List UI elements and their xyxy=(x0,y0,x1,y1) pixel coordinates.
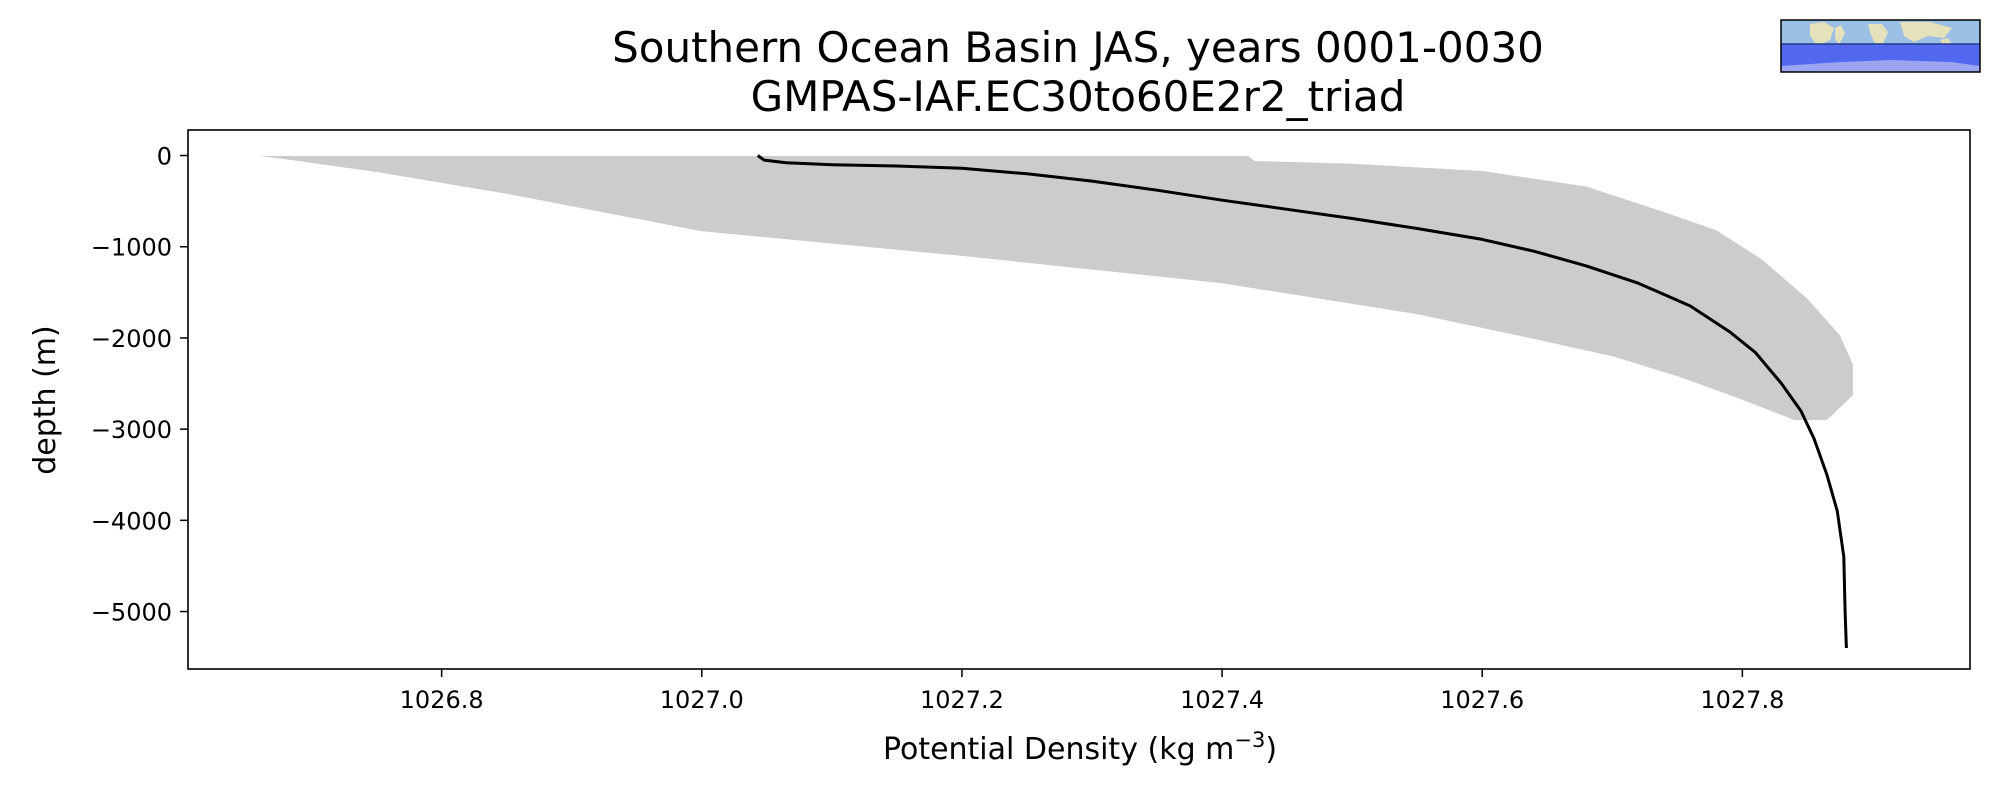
y-tick-label: −4000 xyxy=(91,507,172,535)
x-tick-label: 1027.4 xyxy=(1180,686,1264,714)
y-tick-label: −2000 xyxy=(91,325,172,353)
x-tick-label: 1026.8 xyxy=(400,686,484,714)
series-line-0 xyxy=(756,154,1848,649)
range-band-layer xyxy=(259,156,1853,420)
x-axis-label: Potential Density (kg m−3) xyxy=(883,728,1277,767)
y-tick-label: −1000 xyxy=(91,234,172,262)
x-tick-label: 1027.2 xyxy=(920,686,1004,714)
x-axis-label-close: ) xyxy=(1265,732,1277,767)
y-tick-label: 0 xyxy=(157,143,172,171)
x-tick-label: 1027.0 xyxy=(660,686,744,714)
inset-map-frame xyxy=(1780,19,1981,73)
plot-area: 1026.8 1027.0 1027.2 1027.4 1027.6 1027.8 0 −1… xyxy=(91,129,1971,714)
x-axis: 1026.8 1027.0 1027.2 1027.4 1027.6 1027.8 xyxy=(400,669,1784,714)
x-tick-label: 1027.8 xyxy=(1700,686,1784,714)
chart-subtitle: GMPAS-IAF.EC30to60E2r2_triad xyxy=(751,72,1406,121)
x-axis-label-superscript: −3 xyxy=(1234,728,1265,752)
range-band xyxy=(259,156,1853,420)
x-axis-label-main: Potential Density (kg m xyxy=(883,732,1234,767)
y-axis-label: depth (m) xyxy=(28,325,63,475)
chart-title: Southern Ocean Basin JAS, years 0001-003… xyxy=(612,23,1544,72)
series-layer xyxy=(756,154,1848,649)
inset-map-land xyxy=(1810,22,1952,48)
x-tick-label: 1027.6 xyxy=(1440,686,1524,714)
y-tick-label: −3000 xyxy=(91,416,172,444)
plot-frame xyxy=(187,129,1971,670)
y-axis: 0 −1000 −2000 −3000 −4000 −5000 xyxy=(91,143,188,627)
inset-map-antarctica xyxy=(1781,60,1980,72)
y-tick-label: −5000 xyxy=(91,599,172,627)
inset-map xyxy=(1780,19,1981,73)
